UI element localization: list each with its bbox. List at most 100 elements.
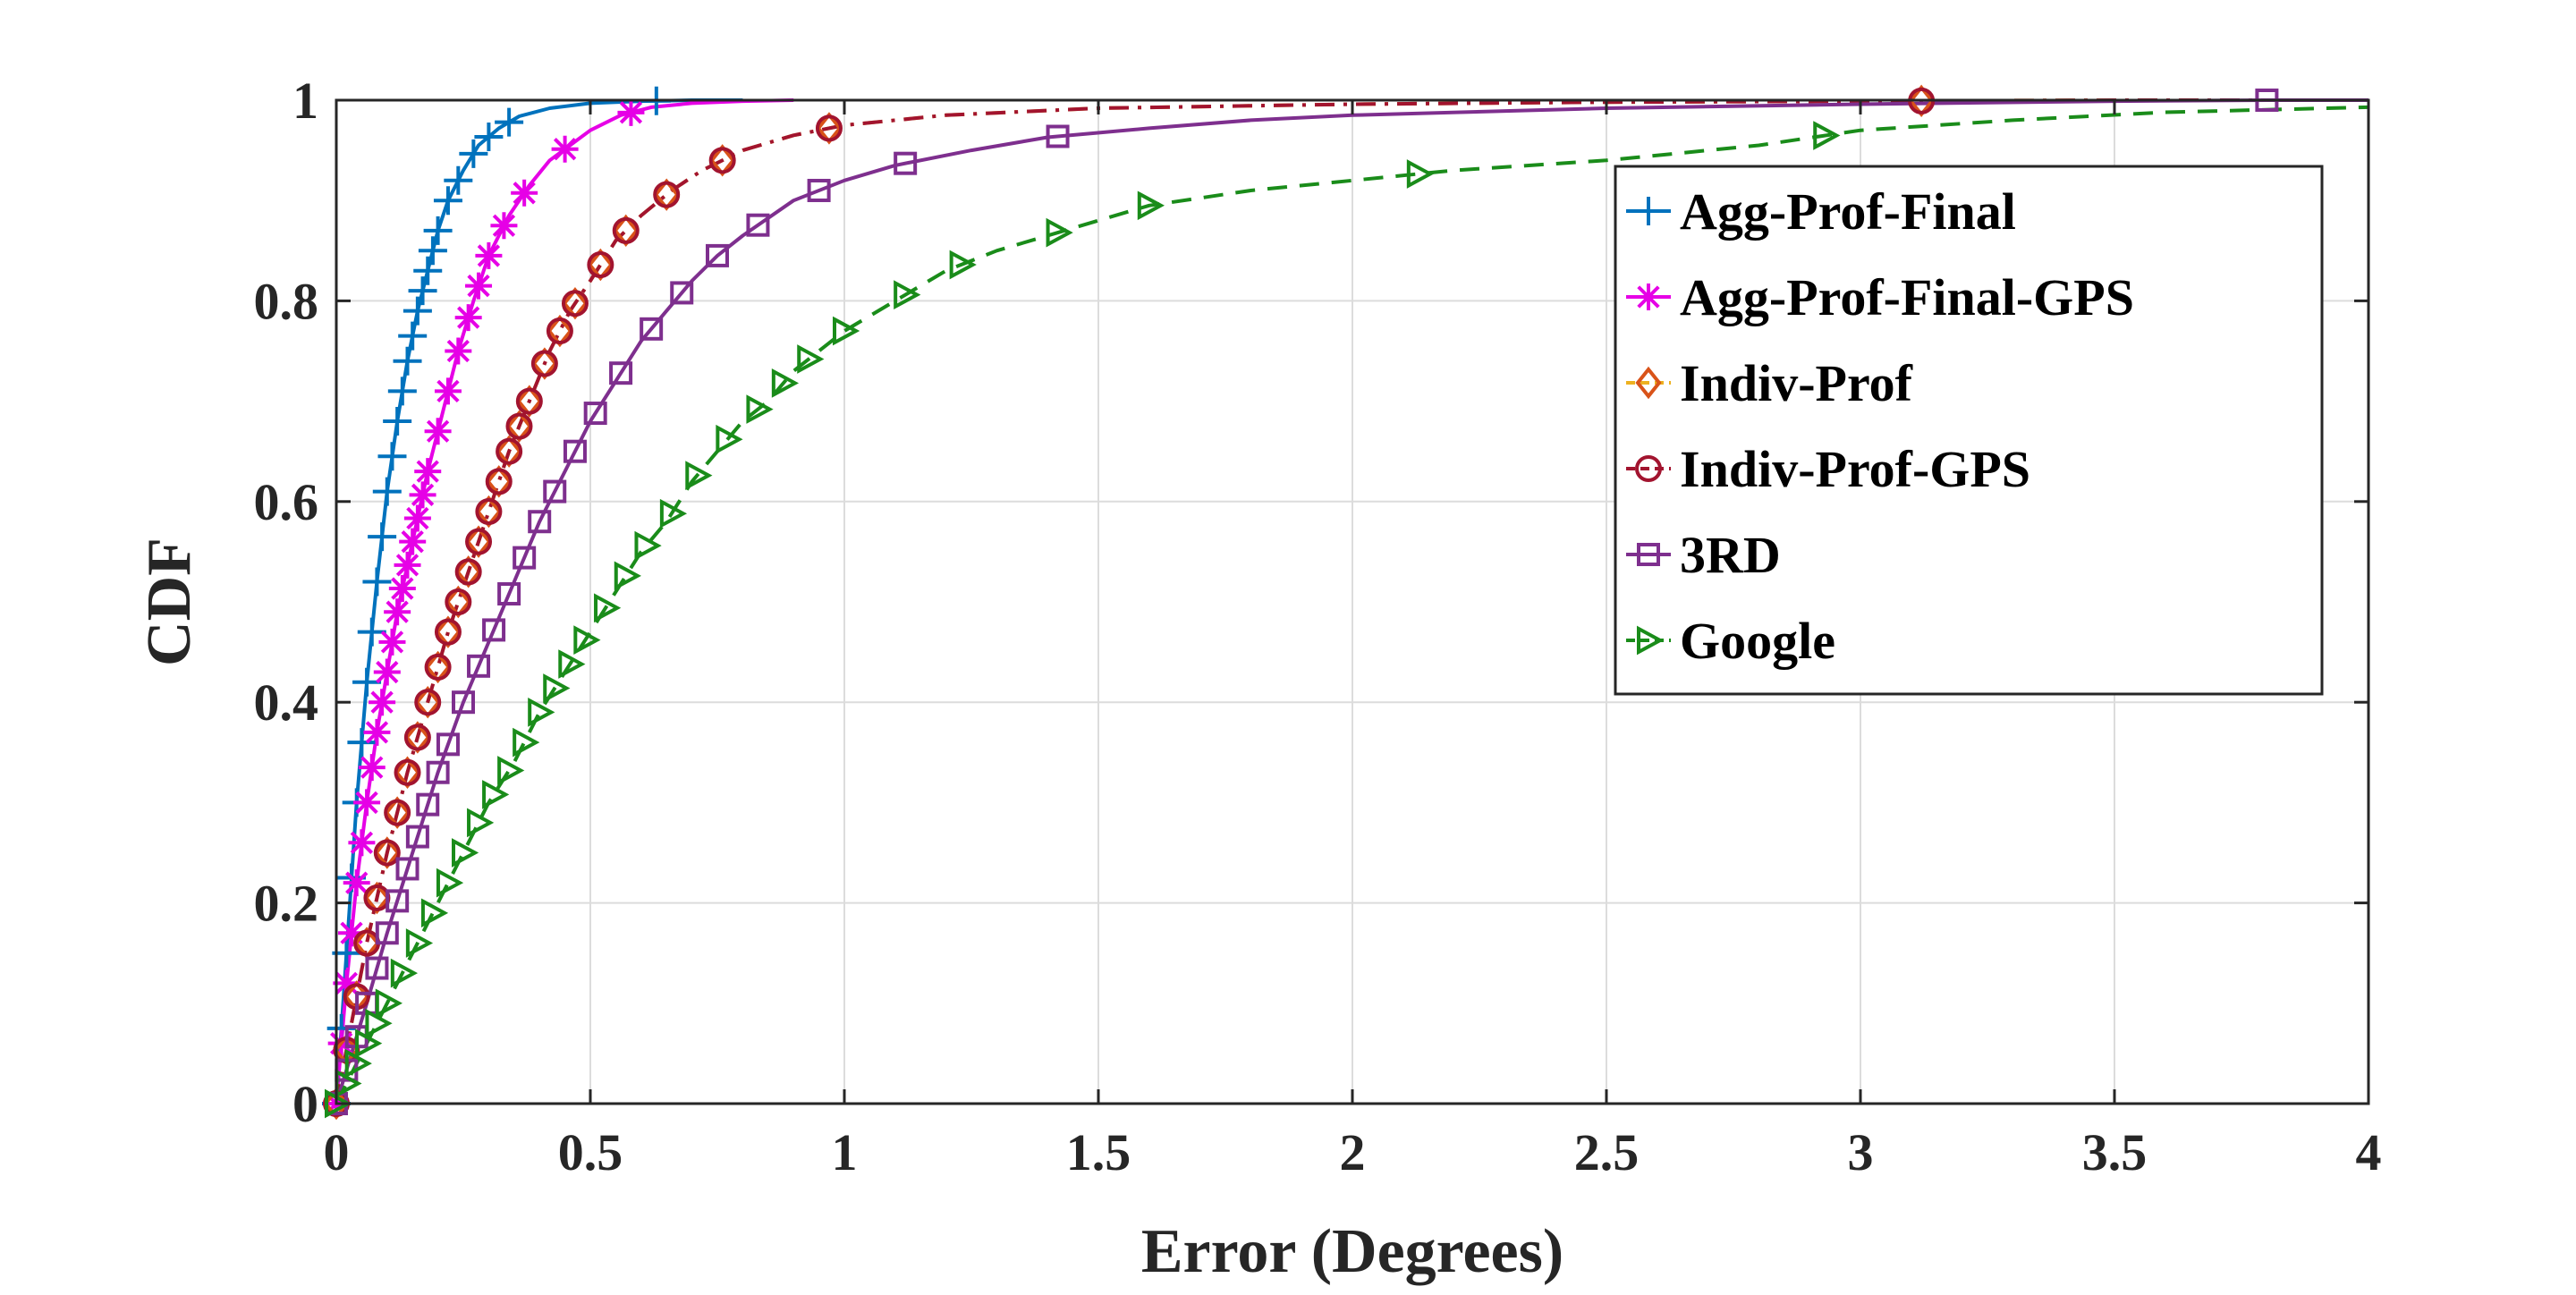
data-point-triangle-right	[344, 1048, 372, 1079]
data-point-triangle-right	[375, 988, 402, 1019]
legend-marker-diamond	[1635, 366, 1662, 400]
data-point-circle	[454, 558, 482, 586]
data-point-square	[482, 618, 506, 642]
data-point-triangle-right	[573, 625, 601, 655]
series-line-3rd	[335, 98, 2368, 1105]
data-point-asterisk	[384, 598, 411, 626]
data-point-circle	[384, 799, 411, 826]
legend-label: Indiv-Prof-GPS	[1680, 440, 2030, 498]
data-point-asterisk	[333, 969, 360, 997]
x-tick-label: 1	[832, 1123, 858, 1181]
data-point-triangle-right	[543, 673, 571, 703]
data-point-asterisk	[369, 689, 396, 716]
data-point-plus	[387, 377, 417, 406]
data-point-square	[640, 317, 664, 341]
data-point-square	[1046, 124, 1070, 148]
data-point-diamond	[1908, 84, 1935, 118]
data-point-triangle-right	[1137, 190, 1165, 221]
data-point-triangle-right	[355, 1028, 383, 1059]
data-point-asterisk	[445, 337, 472, 365]
x-tick-label: 3	[1848, 1123, 1874, 1181]
data-point-circle	[708, 147, 736, 174]
x-axis-title: Error (Degrees)	[1141, 1217, 1563, 1286]
data-point-asterisk	[378, 628, 406, 656]
data-point-plus	[444, 165, 473, 195]
data-point-triangle-right	[949, 250, 977, 280]
data-point-triangle-right	[452, 838, 479, 868]
series-line-google	[335, 105, 2369, 1105]
data-point-asterisk	[348, 829, 376, 857]
data-point-asterisk	[363, 718, 391, 746]
data-point-plus	[393, 346, 422, 376]
y-axis-title: CDF	[135, 537, 204, 666]
series-line-indiv-prof-gps	[335, 98, 2368, 1105]
x-tick-label: 0.5	[558, 1123, 623, 1181]
data-point-triangle-right	[746, 394, 774, 424]
data-point-circle	[434, 618, 462, 646]
legend-label: 3RD	[1680, 526, 1781, 584]
data-point-square	[436, 732, 460, 757]
data-point-circle	[653, 181, 681, 208]
data-point-triangle-right	[634, 530, 662, 561]
data-point-asterisk	[399, 528, 427, 555]
data-point-square	[583, 402, 607, 426]
data-point-triangle-right	[405, 928, 434, 958]
data-point-plus	[474, 122, 504, 151]
data-point-circle	[475, 498, 503, 526]
legend-label: Agg-Prof-Final-GPS	[1680, 268, 2134, 326]
data-point-square	[467, 654, 491, 678]
data-point-asterisk	[617, 98, 645, 126]
data-point-square	[416, 792, 440, 817]
y-tick-label: 0.8	[254, 272, 319, 330]
data-point-asterisk	[414, 458, 442, 486]
data-point-circle	[445, 588, 472, 615]
data-point-triangle-right	[716, 424, 743, 454]
data-point-triangle-right	[894, 280, 921, 310]
data-point-circle	[546, 317, 573, 345]
data-point-triangle-right	[771, 368, 800, 398]
data-point-asterisk	[343, 869, 370, 897]
data-point-square	[452, 690, 475, 715]
data-point-triangle-right	[497, 756, 525, 785]
x-tick-label: 0	[324, 1123, 350, 1181]
data-point-asterisk	[388, 575, 416, 603]
data-point-triangle-right	[513, 727, 540, 758]
data-point-square	[395, 857, 419, 881]
x-tick-label: 2	[1340, 1123, 1366, 1181]
y-tick-label: 1	[292, 72, 318, 130]
data-point-square	[894, 151, 918, 175]
data-point-asterisk	[454, 304, 482, 332]
data-point-asterisk	[353, 789, 381, 817]
data-point-circle	[561, 290, 589, 317]
data-point-triangle-right	[528, 698, 555, 727]
data-point-square	[563, 439, 587, 463]
legend-marker-asterisk	[1635, 284, 1662, 310]
data-point-asterisk	[551, 135, 579, 163]
data-point-triangle-right	[1406, 159, 1435, 189]
series-lines	[335, 98, 2369, 1105]
data-point-square	[609, 361, 633, 385]
legend-label: Agg-Prof-Final	[1680, 182, 2016, 241]
legend: Agg-Prof-Final Agg-Prof-Final-GPS Indiv-Pr…	[1614, 165, 2324, 696]
data-point-square	[375, 921, 399, 945]
data-point-asterisk	[475, 241, 503, 269]
data-point-triangle-right	[833, 316, 860, 346]
data-point-plus	[357, 617, 386, 647]
data-point-square	[386, 889, 410, 913]
data-point-triangle-right	[659, 498, 688, 529]
data-point-plus	[413, 256, 443, 285]
data-point-plus	[362, 567, 392, 597]
data-point-asterisk	[434, 377, 462, 405]
data-point-triangle-right	[614, 561, 641, 591]
data-point-asterisk	[373, 658, 401, 686]
data-point-plus	[347, 728, 377, 758]
legend-marker-circle	[1635, 455, 1662, 482]
data-point-asterisk	[490, 212, 518, 240]
data-point-plus	[383, 407, 412, 436]
legend-marker-plus	[1634, 197, 1663, 225]
data-point-diamond	[435, 615, 462, 648]
data-point-square	[543, 479, 567, 504]
data-point-plus	[398, 321, 428, 351]
legend-box	[1614, 165, 2324, 696]
data-point-triangle-right	[558, 649, 586, 679]
